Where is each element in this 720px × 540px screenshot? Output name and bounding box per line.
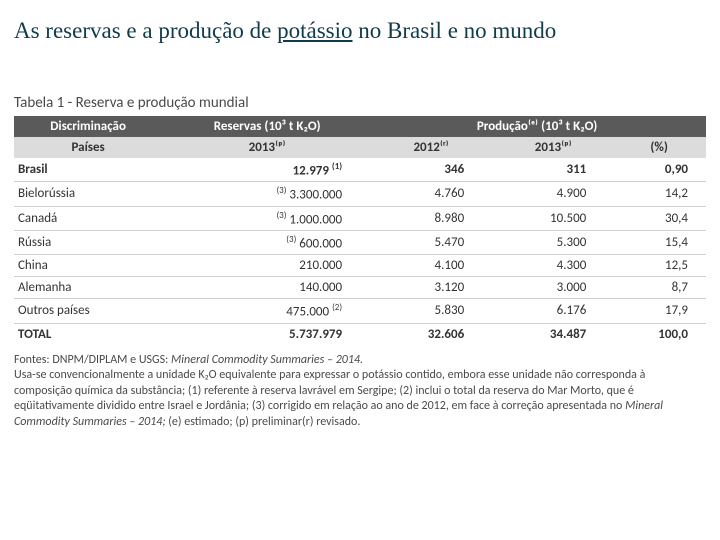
col-2013p2: 2013⁽ᵖ⁾	[494, 137, 616, 158]
cell-pct: 30,4	[616, 206, 706, 230]
reserve-production-table: Discriminação Reservas (10³ t K₂O) Produ…	[14, 116, 706, 345]
table-row: Alemanha140.0003.1203.0008,7	[14, 277, 706, 299]
cell-reserve: 5.737.979	[166, 323, 372, 345]
cell-2012: 32.606	[372, 323, 494, 345]
cell-country: Canadá	[14, 206, 166, 230]
table-caption: Tabela 1 - Reserva e produção mundial	[14, 94, 706, 112]
cell-2012: 346	[372, 158, 494, 182]
fontes-label: Fontes: DNPM/DIPLAM e USGS:	[14, 353, 171, 367]
footnote-post: (e) estimado; (p) preliminar(r) revisado…	[166, 415, 361, 429]
title-underline: potássio	[277, 18, 352, 43]
table-body: Brasil12.979 (1)3463110,90Bielorússia(3)…	[14, 158, 706, 345]
cell-2012: 5.830	[372, 299, 494, 323]
col-2013p: 2013⁽ᵖ⁾	[166, 137, 372, 158]
cell-2013: 34.487	[494, 323, 616, 345]
col-pct: (%)	[616, 137, 706, 158]
cell-pct: 0,90	[616, 158, 706, 182]
col-2012r: 2012⁽ʳ⁾	[372, 137, 494, 158]
cell-2012: 8.980	[372, 206, 494, 230]
cell-reserve: (3) 600.000	[166, 230, 372, 254]
table-row: TOTAL5.737.97932.60634.487100,0	[14, 323, 706, 345]
table-header-row-2: Países 2013⁽ᵖ⁾ 2012⁽ʳ⁾ 2013⁽ᵖ⁾ (%)	[14, 137, 706, 158]
cell-reserve: 210.000	[166, 255, 372, 277]
cell-country: Rússia	[14, 230, 166, 254]
cell-2012: 4.100	[372, 255, 494, 277]
table-row: Outros países475.000 (2)5.8306.17617,9	[14, 299, 706, 323]
cell-2013: 10.500	[494, 206, 616, 230]
cell-reserve: 140.000	[166, 277, 372, 299]
col-reservas: Reservas (10³ t K₂O)	[166, 116, 372, 137]
cell-country: Outros países	[14, 299, 166, 323]
cell-pct: 12,5	[616, 255, 706, 277]
cell-reserve: (3) 3.300.000	[166, 182, 372, 206]
title-pre: As reservas e a produção de	[14, 18, 277, 43]
cell-pct: 17,9	[616, 299, 706, 323]
col-producao: Produção⁽ᵉ⁾ (10³ t K₂O)	[372, 116, 706, 137]
cell-pct: 100,0	[616, 323, 706, 345]
cell-pct: 15,4	[616, 230, 706, 254]
cell-2012: 5.470	[372, 230, 494, 254]
col-discriminacao: Discriminação	[14, 116, 166, 137]
table-header-row-1: Discriminação Reservas (10³ t K₂O) Produ…	[14, 116, 706, 137]
cell-2013: 3.000	[494, 277, 616, 299]
cell-2013: 5.300	[494, 230, 616, 254]
cell-pct: 14,2	[616, 182, 706, 206]
cell-country: Brasil	[14, 158, 166, 182]
cell-pct: 8,7	[616, 277, 706, 299]
cell-country: China	[14, 255, 166, 277]
cell-reserve: 12.979 (1)	[166, 158, 372, 182]
table-row: Brasil12.979 (1)3463110,90	[14, 158, 706, 182]
col-paises: Países	[14, 137, 166, 158]
footnote-pre: Usa-se convencionalmente a unidade K₂O e…	[14, 368, 645, 413]
table-footer: Fontes: DNPM/DIPLAM e USGS: Mineral Comm…	[14, 353, 706, 431]
table-row: China210.0004.1004.30012,5	[14, 255, 706, 277]
page-title: As reservas e a produção de potássio no …	[14, 18, 706, 44]
table-row: Rússia(3) 600.0005.4705.30015,4	[14, 230, 706, 254]
cell-2013: 4.900	[494, 182, 616, 206]
table-row: Bielorússia(3) 3.300.0004.7604.90014,2	[14, 182, 706, 206]
cell-country: Bielorússia	[14, 182, 166, 206]
cell-2013: 311	[494, 158, 616, 182]
cell-2013: 6.176	[494, 299, 616, 323]
cell-2012: 3.120	[372, 277, 494, 299]
fontes-italic: Mineral Commodity Summaries – 2014.	[171, 353, 363, 367]
cell-reserve: (3) 1.000.000	[166, 206, 372, 230]
table-row: Canadá(3) 1.000.0008.98010.50030,4	[14, 206, 706, 230]
title-post: no Brasil e no mundo	[353, 18, 557, 43]
cell-country: TOTAL	[14, 323, 166, 345]
cell-2013: 4.300	[494, 255, 616, 277]
cell-reserve: 475.000 (2)	[166, 299, 372, 323]
cell-country: Alemanha	[14, 277, 166, 299]
cell-2012: 4.760	[372, 182, 494, 206]
